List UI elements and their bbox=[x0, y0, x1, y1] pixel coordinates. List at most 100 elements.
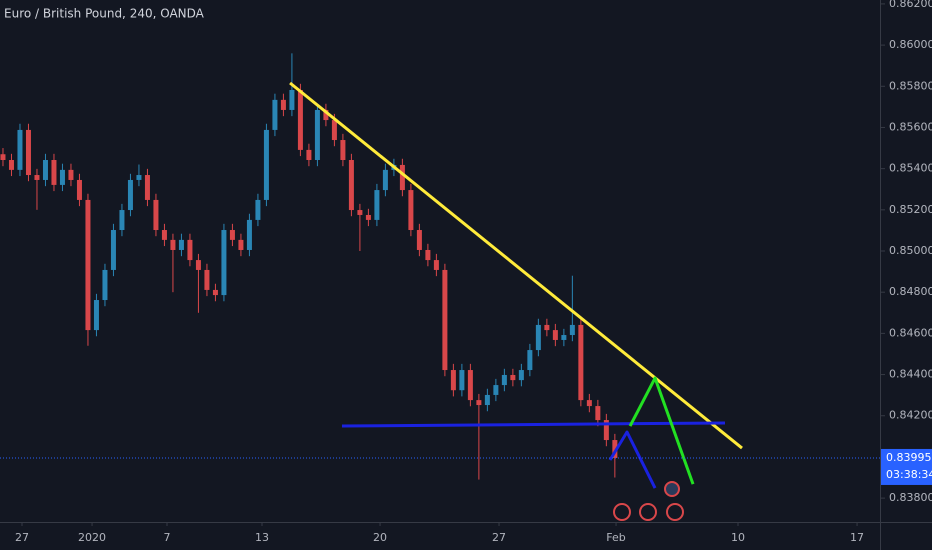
candle-body bbox=[476, 400, 482, 406]
y-tick-label: 0.85800 bbox=[889, 79, 932, 92]
candle-body bbox=[357, 210, 363, 215]
candle-body bbox=[425, 249, 431, 261]
x-tick-label: 7 bbox=[163, 531, 170, 544]
candle-body bbox=[25, 129, 31, 176]
candle-body bbox=[221, 230, 227, 296]
event-icon[interactable] bbox=[639, 503, 657, 521]
trend-drawing bbox=[608, 430, 657, 489]
candle-body bbox=[518, 370, 524, 381]
candle-body bbox=[297, 89, 303, 150]
candle-body bbox=[42, 159, 48, 180]
trend-drawing bbox=[289, 81, 743, 450]
candle-body bbox=[93, 300, 99, 331]
candle-body bbox=[578, 324, 584, 401]
candle-body bbox=[280, 99, 286, 110]
candle-body bbox=[331, 120, 337, 141]
candle-body bbox=[246, 219, 252, 250]
candle-body bbox=[484, 394, 490, 406]
candle-body bbox=[493, 385, 499, 395]
candle-body bbox=[263, 129, 269, 200]
candle-body bbox=[306, 149, 312, 160]
candle-body bbox=[510, 374, 516, 381]
candle-body bbox=[595, 406, 601, 421]
event-icon[interactable] bbox=[664, 481, 680, 497]
candle-body bbox=[535, 324, 541, 351]
candle-body bbox=[467, 370, 473, 401]
candle-body bbox=[102, 269, 108, 301]
candle-body bbox=[51, 159, 57, 185]
candle-body bbox=[544, 324, 550, 331]
candle-body bbox=[34, 175, 40, 180]
candle-body bbox=[85, 199, 91, 331]
candle-body bbox=[119, 210, 125, 231]
candle-body bbox=[433, 260, 439, 270]
candle-body bbox=[450, 370, 456, 391]
y-tick-label: 0.84400 bbox=[889, 368, 932, 381]
chart-title: Euro / British Pound, 240, OANDA bbox=[4, 7, 205, 21]
candle-body bbox=[204, 269, 210, 290]
last-price-label: 0.83995 bbox=[886, 451, 932, 464]
candle-body bbox=[127, 179, 133, 211]
candle-body bbox=[187, 239, 193, 261]
candle-body bbox=[314, 109, 320, 160]
candle-body bbox=[612, 440, 618, 458]
candle-body bbox=[561, 335, 567, 340]
candle-body bbox=[442, 269, 448, 371]
last-price-box bbox=[881, 448, 932, 485]
candle-body bbox=[365, 214, 371, 220]
candle-body bbox=[459, 370, 465, 391]
candle-body bbox=[136, 175, 142, 180]
y-tick-label: 0.84200 bbox=[889, 409, 932, 422]
candle-body bbox=[76, 179, 82, 200]
plot-area bbox=[0, 53, 743, 489]
candle-body bbox=[170, 239, 176, 250]
x-tick-label: 27 bbox=[492, 531, 506, 544]
y-tick-label: 0.83800 bbox=[889, 491, 932, 504]
countdown-label: 03:38:34 bbox=[886, 468, 932, 481]
candle-body bbox=[195, 260, 201, 270]
candle-body bbox=[569, 324, 575, 336]
trend-drawing bbox=[628, 376, 695, 485]
candle-body bbox=[255, 199, 261, 220]
candle-body bbox=[0, 154, 6, 160]
candle-body bbox=[17, 129, 23, 170]
candle-body bbox=[272, 99, 278, 130]
candle-body bbox=[408, 190, 414, 231]
event-icons[interactable] bbox=[613, 481, 684, 521]
candle-body bbox=[603, 420, 609, 441]
y-tick-label: 0.84800 bbox=[889, 285, 932, 298]
y-tick-label: 0.85400 bbox=[889, 162, 932, 175]
x-tick-label: 27 bbox=[15, 531, 29, 544]
x-tick-label: 10 bbox=[731, 531, 745, 544]
x-tick-label: 20 bbox=[373, 531, 387, 544]
candle-body bbox=[586, 400, 592, 407]
y-tick-label: 0.84600 bbox=[889, 326, 932, 339]
x-tick-label: 17 bbox=[850, 531, 864, 544]
x-tick-label: 13 bbox=[255, 531, 269, 544]
candle-body bbox=[552, 330, 558, 340]
candle-body bbox=[144, 175, 150, 200]
y-tick-label: 0.85200 bbox=[889, 203, 932, 216]
candle-body bbox=[153, 199, 159, 231]
event-icon[interactable] bbox=[666, 503, 684, 521]
event-icon[interactable] bbox=[613, 503, 631, 521]
trend-drawing bbox=[341, 421, 726, 428]
y-tick-label: 0.85600 bbox=[889, 120, 932, 133]
candle-body bbox=[289, 89, 295, 110]
candle-body bbox=[323, 109, 329, 121]
x-tick-label: Feb bbox=[606, 531, 625, 544]
y-tick-label: 0.86200 bbox=[889, 0, 932, 10]
candle-body bbox=[161, 230, 167, 240]
candle-body bbox=[416, 230, 422, 250]
candle-body bbox=[59, 169, 65, 185]
candle-body bbox=[68, 169, 74, 180]
x-tick-label: 2020 bbox=[78, 531, 106, 544]
candle-body bbox=[238, 239, 244, 250]
candle-body bbox=[178, 239, 184, 250]
y-tick-label: 0.85000 bbox=[889, 244, 932, 257]
candle-body bbox=[340, 140, 346, 160]
candle-body bbox=[527, 350, 533, 371]
